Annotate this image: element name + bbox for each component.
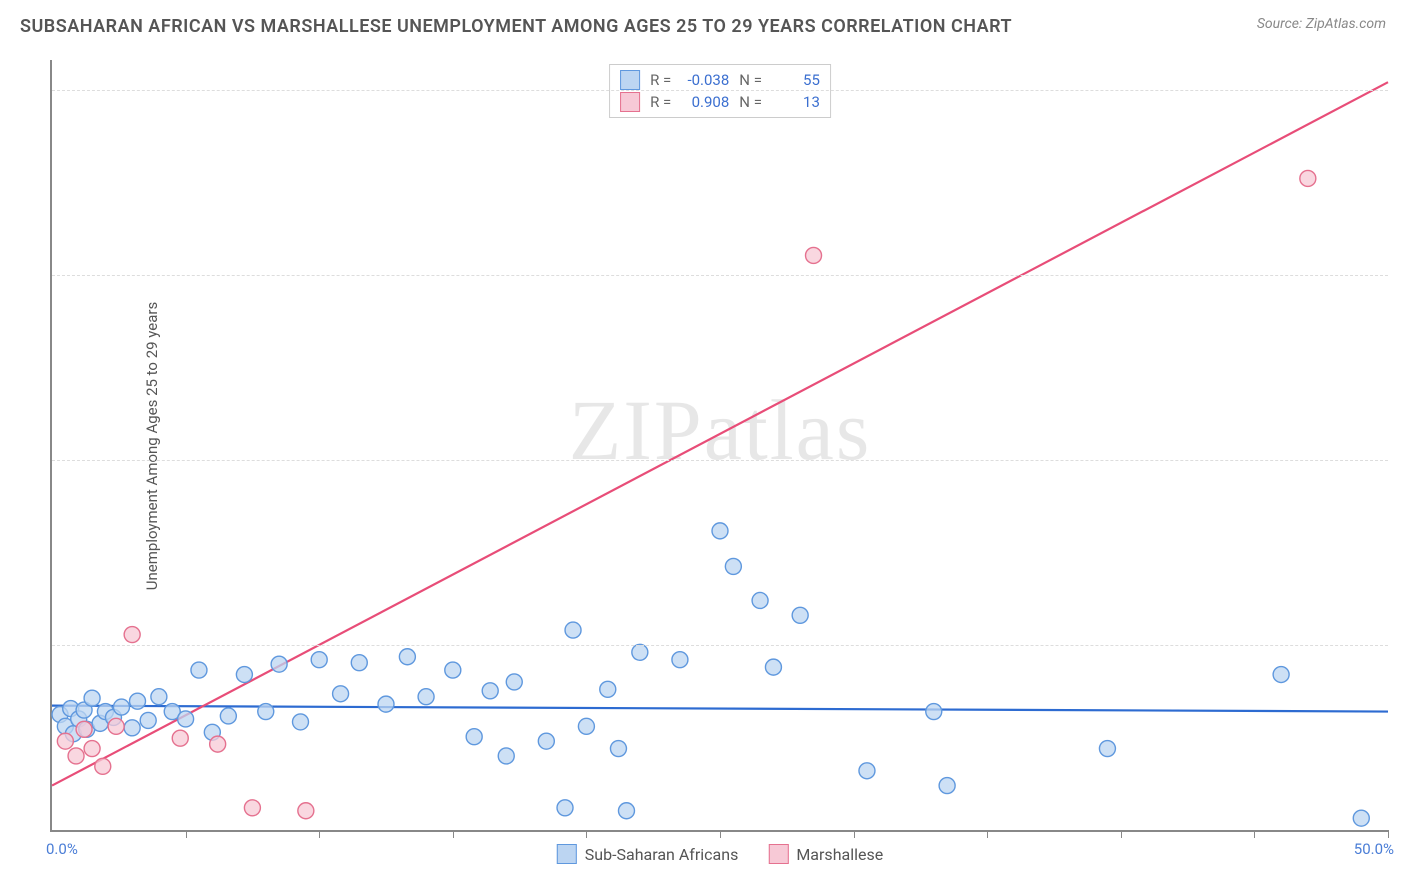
x-tick	[720, 830, 721, 838]
x-tick	[1388, 830, 1389, 838]
x-origin-label: 0.0%	[46, 840, 78, 858]
swatch-mar-bottom	[768, 844, 788, 864]
data-point-mar	[68, 748, 84, 764]
data-point-ssa	[351, 655, 367, 671]
data-point-ssa	[498, 748, 514, 764]
gridline	[52, 460, 1388, 461]
y-tick-label: 12.5%	[1393, 636, 1406, 654]
data-point-ssa	[130, 693, 146, 709]
data-point-ssa	[610, 741, 626, 757]
data-point-ssa	[140, 712, 156, 728]
data-point-ssa	[538, 733, 554, 749]
swatch-ssa-bottom	[557, 844, 577, 864]
x-tick	[1121, 830, 1122, 838]
data-point-mar	[124, 627, 140, 643]
data-point-mar	[57, 733, 73, 749]
gridline	[52, 275, 1388, 276]
x-tick	[453, 830, 454, 838]
data-point-ssa	[725, 558, 741, 574]
data-point-ssa	[752, 592, 768, 608]
data-point-mar	[172, 730, 188, 746]
x-tick	[186, 830, 187, 838]
legend-label-mar: Marshallese	[796, 845, 883, 864]
x-tick	[319, 830, 320, 838]
data-point-ssa	[399, 649, 415, 665]
data-point-ssa	[292, 714, 308, 730]
data-point-ssa	[1273, 667, 1289, 683]
data-point-ssa	[792, 607, 808, 623]
data-point-ssa	[506, 674, 522, 690]
data-point-ssa	[178, 711, 194, 727]
data-point-ssa	[632, 644, 648, 660]
y-tick-label: 37.5%	[1393, 266, 1406, 284]
data-point-ssa	[926, 704, 942, 720]
data-point-ssa	[765, 659, 781, 675]
data-point-mar	[806, 247, 822, 263]
plot-area: ZIPatlas R = -0.038 N = 55 R = 0.908 N =…	[50, 60, 1388, 832]
data-point-mar	[95, 758, 111, 774]
data-point-mar	[76, 721, 92, 737]
legend-label-ssa: Sub-Saharan Africans	[585, 845, 739, 864]
series-legend: Sub-Saharan Africans Marshallese	[557, 844, 883, 864]
data-point-ssa	[578, 718, 594, 734]
data-point-ssa	[618, 803, 634, 819]
x-tick	[586, 830, 587, 838]
data-point-ssa	[378, 696, 394, 712]
data-point-ssa	[151, 689, 167, 705]
data-point-ssa	[333, 686, 349, 702]
source-credit: Source: ZipAtlas.com	[1257, 16, 1386, 32]
legend-item-mar: Marshallese	[768, 844, 883, 864]
data-point-mar	[298, 803, 314, 819]
data-point-ssa	[445, 662, 461, 678]
data-point-ssa	[84, 690, 100, 706]
x-tick	[854, 830, 855, 838]
data-point-ssa	[1353, 810, 1369, 826]
x-tick	[1254, 830, 1255, 838]
data-point-ssa	[939, 778, 955, 794]
y-tick-label: 25.0%	[1393, 451, 1406, 469]
data-point-ssa	[220, 708, 236, 724]
data-point-ssa	[271, 656, 287, 672]
gridline	[52, 645, 1388, 646]
data-point-ssa	[482, 683, 498, 699]
data-point-ssa	[1099, 741, 1115, 757]
data-point-ssa	[557, 800, 573, 816]
x-max-label: 50.0%	[1354, 840, 1394, 858]
data-point-mar	[108, 718, 124, 734]
data-point-mar	[210, 736, 226, 752]
data-point-ssa	[124, 720, 140, 736]
data-point-ssa	[236, 667, 252, 683]
data-point-mar	[84, 741, 100, 757]
legend-item-ssa: Sub-Saharan Africans	[557, 844, 739, 864]
data-point-ssa	[565, 622, 581, 638]
data-point-mar	[1300, 170, 1316, 186]
data-point-ssa	[466, 729, 482, 745]
data-point-ssa	[600, 681, 616, 697]
data-point-ssa	[712, 523, 728, 539]
data-point-ssa	[113, 699, 129, 715]
gridline	[52, 90, 1388, 91]
trend-line-mar	[52, 82, 1388, 785]
plot-svg	[52, 60, 1388, 830]
data-point-ssa	[859, 763, 875, 779]
trend-line-ssa	[52, 706, 1388, 712]
chart-title: SUBSAHARAN AFRICAN VS MARSHALLESE UNEMPL…	[20, 16, 1012, 37]
data-point-ssa	[672, 652, 688, 668]
data-point-ssa	[258, 704, 274, 720]
data-point-mar	[244, 800, 260, 816]
data-point-ssa	[311, 652, 327, 668]
data-point-ssa	[418, 689, 434, 705]
x-tick	[987, 830, 988, 838]
y-tick-label: 50.0%	[1393, 81, 1406, 99]
data-point-ssa	[191, 662, 207, 678]
